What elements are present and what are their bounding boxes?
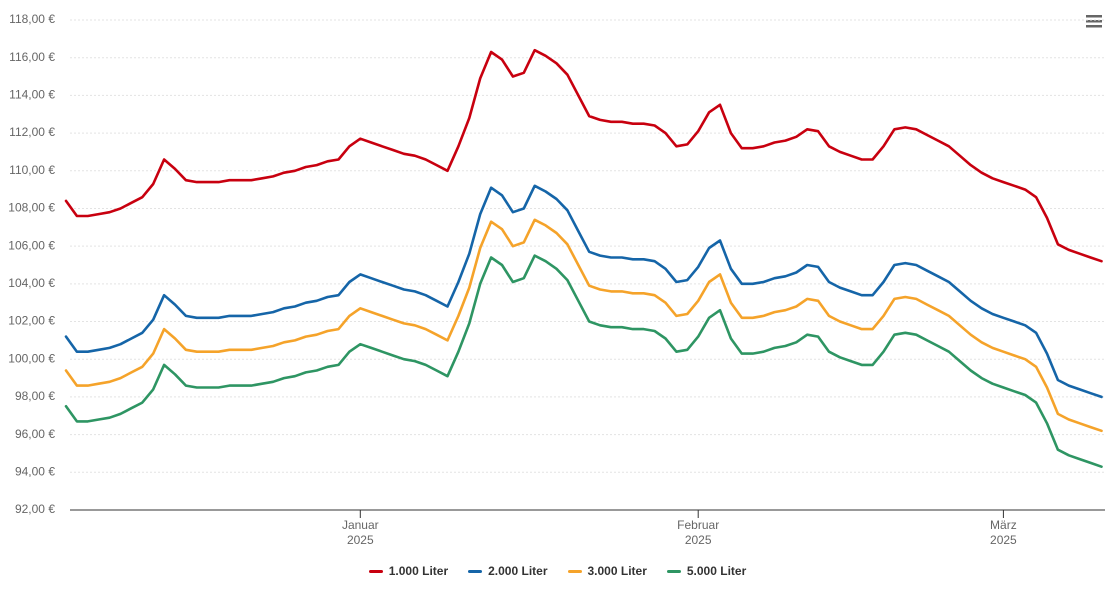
legend-label: 5.000 Liter — [686, 564, 747, 578]
legend-swatch — [368, 569, 383, 573]
series-line — [64, 218, 1103, 433]
legend-swatch — [567, 569, 582, 573]
legend-label: 3.000 Liter — [587, 564, 647, 578]
x-tick-label: Februar 2025 — [677, 518, 720, 547]
y-tick-label: 108,00 € — [8, 201, 55, 215]
legend-label: 1.000 Liter — [388, 564, 449, 578]
y-tick-label: 104,00 € — [8, 276, 55, 290]
x-tick-label: März 2025 — [990, 518, 1017, 547]
menu-icon[interactable] — [1086, 15, 1102, 28]
legend-item: 1.000 Liter — [368, 564, 449, 578]
legend-swatch — [666, 569, 681, 573]
legend-item: 2.000 Liter — [468, 564, 548, 578]
series-line — [64, 254, 1103, 468]
y-tick-label: 112,00 € — [9, 125, 55, 139]
series-line — [64, 48, 1103, 263]
legend: 1.000 Liter 2.000 Liter 3.000 Liter 5.000 L… — [0, 564, 1115, 578]
y-tick-label: 116,00 € — [9, 50, 55, 64]
y-tick-label: 92,00 € — [15, 502, 55, 516]
legend-label: 2.000 Liter — [488, 564, 548, 578]
y-tick-label: 118,00 € — [9, 12, 55, 26]
y-tick-label: 102,00 € — [8, 314, 55, 328]
series-line — [64, 184, 1103, 399]
y-tick-label: 94,00 € — [15, 464, 55, 478]
y-tick-label: 106,00 € — [8, 238, 55, 252]
x-tick-label: Januar 2025 — [341, 518, 379, 547]
y-tick-label: 98,00 € — [15, 389, 55, 403]
legend-item: 3.000 Liter — [567, 564, 647, 578]
y-tick-label: 110,00 € — [9, 163, 55, 177]
y-tick-label: 114,00 € — [9, 88, 55, 102]
y-tick-label: 100,00 € — [8, 351, 55, 365]
legend-swatch — [468, 569, 483, 573]
legend-item: 5.000 Liter — [666, 564, 747, 578]
y-tick-label: 96,00 € — [15, 427, 55, 441]
